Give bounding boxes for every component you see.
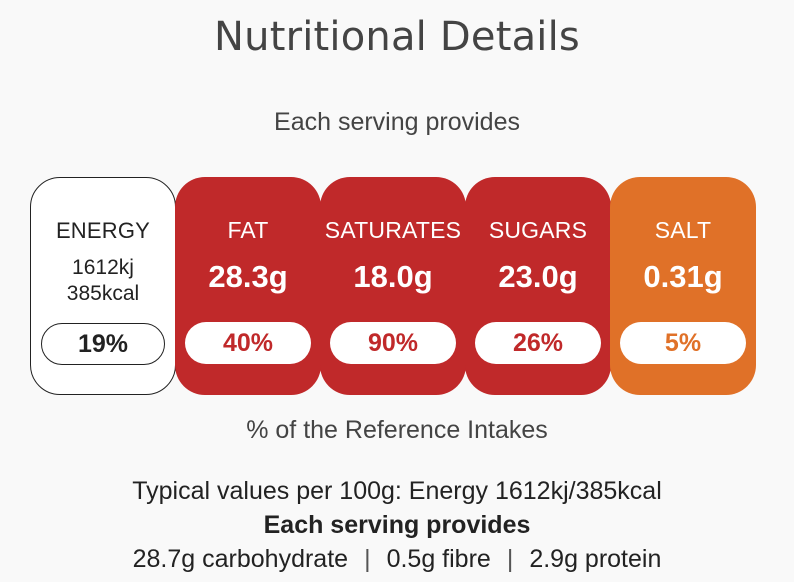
salt-amount: 0.31g	[643, 259, 723, 294]
energy-card: ENERGY 1612kj 385kcal 19%	[30, 177, 176, 395]
each-serving-heading: Each serving provides	[263, 511, 531, 539]
saturates-label: SATURATES	[324, 217, 462, 243]
saturates-card: SATURATES 18.0g 90%	[320, 177, 466, 395]
carbohydrate-value: 28.7g carbohydrate	[132, 545, 349, 573]
energy-kj-value: 1612kj	[72, 256, 134, 279]
sugars-amount: 23.0g	[498, 259, 578, 294]
fat-amount: 28.3g	[208, 259, 288, 294]
energy-percent-badge: 19%	[41, 323, 165, 365]
reference-intakes-note: % of the Reference Intakes	[246, 416, 548, 444]
sugars-percent-badge: 26%	[475, 322, 601, 364]
serving-subtitle: Each serving provides	[274, 108, 520, 136]
fat-label: FAT	[227, 217, 269, 243]
fibre-value: 0.5g fibre	[386, 545, 491, 573]
saturates-amount: 18.0g	[353, 259, 433, 294]
sugars-label: SUGARS	[488, 217, 588, 243]
sugars-card: SUGARS 23.0g 26%	[465, 177, 611, 395]
salt-card: SALT 0.31g 5%	[610, 177, 756, 395]
fat-card: FAT 28.3g 40%	[175, 177, 321, 395]
energy-label: ENERGY	[55, 218, 151, 243]
separator: |	[364, 545, 371, 573]
page-title: Nutritional Details	[214, 14, 580, 60]
saturates-percent-badge: 90%	[330, 322, 456, 364]
salt-percent-badge: 5%	[620, 322, 746, 364]
typical-values-text: Typical values per 100g: Energy 1612kj/3…	[132, 477, 662, 505]
fat-percent-badge: 40%	[185, 322, 311, 364]
energy-kcal-value: 385kcal	[66, 282, 140, 305]
salt-label: SALT	[654, 217, 712, 243]
protein-value: 2.9g protein	[529, 545, 662, 573]
serving-nutrients-line: 28.7g carbohydrate | 0.5g fibre | 2.9g prote…	[0, 545, 794, 574]
separator: |	[506, 545, 514, 573]
